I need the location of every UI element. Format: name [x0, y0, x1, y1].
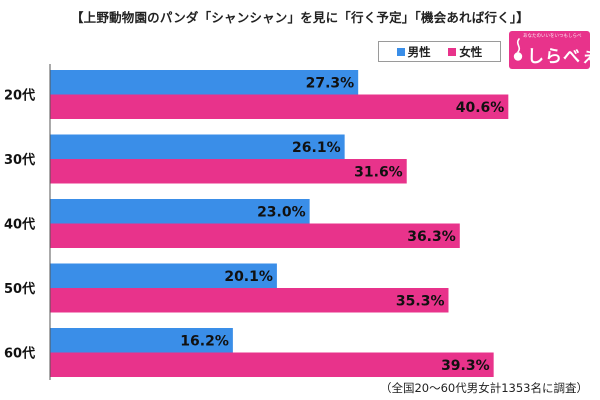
logo-name: しらべぇ — [527, 47, 599, 67]
legend-item-female: 女性 — [448, 44, 482, 60]
category-label-4: 60代 — [4, 346, 35, 362]
survey-footnote: （全国20～60代男女計1353名に調査） — [379, 381, 588, 395]
category-label-1: 30代 — [4, 152, 35, 168]
data-label-female-0: 40.6% — [456, 100, 505, 116]
data-label-male-0: 27.3% — [306, 75, 355, 91]
data-label-male-1: 26.1% — [292, 140, 341, 156]
data-label-female-2: 36.3% — [407, 229, 456, 245]
category-label-3: 50代 — [4, 281, 35, 297]
brand-logo: あなたのいいをいつもしらべ しらべぇ — [509, 31, 598, 69]
data-label-male-2: 23.0% — [257, 204, 306, 220]
bar-male-1 — [50, 134, 345, 159]
legend-swatch-male — [396, 47, 405, 56]
bar-female-2 — [50, 223, 460, 248]
data-label-female-3: 35.3% — [396, 293, 445, 309]
chart-legend: 男性 女性 — [378, 41, 501, 62]
legend-item-male: 男性 — [396, 44, 431, 60]
bar-female-3 — [50, 288, 449, 313]
data-label-female-1: 31.6% — [354, 164, 403, 180]
legend-swatch-female — [448, 47, 457, 56]
legend-label-female: 女性 — [459, 44, 483, 59]
bar-female-4 — [50, 352, 494, 377]
category-label-0: 20代 — [4, 88, 35, 104]
data-label-male-4: 16.2% — [180, 333, 229, 349]
bar-male-3 — [50, 263, 277, 288]
logo-tagline: あなたのいいをいつもしらべ — [523, 34, 582, 39]
bar-male-2 — [50, 199, 310, 224]
chart-title: 【上野動物園のパンダ「シャンシャン」を見に「行く予定」「機会あれば行く」】 — [70, 10, 530, 25]
logo-mark-icon — [513, 38, 523, 61]
legend-label-male: 男性 — [407, 44, 431, 59]
data-label-female-4: 39.3% — [441, 358, 490, 374]
bar-female-0 — [50, 94, 509, 119]
bar-female-1 — [50, 159, 407, 184]
data-label-male-3: 20.1% — [224, 269, 273, 285]
bar-male-4 — [50, 328, 233, 353]
bar-male-0 — [50, 70, 359, 95]
category-label-2: 40代 — [4, 217, 35, 233]
